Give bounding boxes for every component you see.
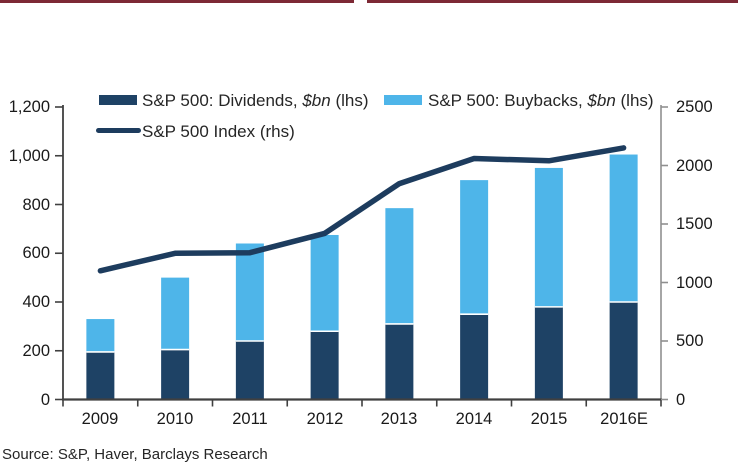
right-axis-tick-label: 1000 — [676, 274, 713, 292]
dividends-bar-2014 — [460, 314, 489, 400]
right-axis-tick-label: 1500 — [676, 215, 713, 233]
buybacks-bar-2011 — [235, 243, 264, 341]
buybacks-bar-2014 — [460, 180, 489, 315]
dividends-legend-text: S&P 500: Dividends, — [142, 91, 303, 110]
dividends-bar-2011 — [235, 341, 264, 400]
buybacks-legend-swatch — [384, 95, 422, 105]
dividends-bar-2016E — [609, 302, 638, 400]
figure-top-rule-right — [367, 0, 738, 3]
right-axis-tick-label: 2000 — [676, 157, 713, 175]
left-axis-tick-label: 1,000 — [8, 147, 50, 165]
buybacks-bar-2013 — [385, 208, 414, 324]
dividends-bar-2012 — [310, 331, 339, 400]
buybacks-bar-2015 — [534, 167, 563, 307]
x-axis-category-label: 2010 — [156, 410, 194, 428]
dividends-legend-swatch — [99, 95, 137, 105]
figure-top-rule-left — [0, 0, 354, 3]
left-axis-tick-label: 600 — [22, 244, 50, 262]
buybacks-bar-2009 — [86, 319, 115, 352]
index-legend-label: S&P 500 Index (rhs) — [142, 122, 295, 141]
dividends-bar-2009 — [86, 351, 115, 400]
x-axis-category-label: 2016E — [600, 410, 648, 428]
x-axis-category-label: 2012 — [306, 410, 344, 428]
left-axis-tick-label: 400 — [22, 293, 50, 311]
x-axis-category-label: 2014 — [455, 410, 493, 428]
dividends-legend-suffix: (lhs) — [330, 91, 369, 110]
right-axis-tick-label: 500 — [676, 332, 704, 350]
x-axis-category-label: 2009 — [81, 410, 119, 428]
buybacks-legend-text: S&P 500: Buybacks, — [428, 91, 588, 110]
buybacks-legend-unit: $bn — [587, 91, 616, 110]
right-axis-tick-label: 2500 — [676, 98, 713, 116]
left-axis-tick-label: 0 — [40, 391, 50, 409]
buybacks-bar-2016E — [609, 154, 638, 302]
x-axis-category-label: 2011 — [232, 410, 268, 428]
dividends-legend-label: S&P 500: Dividends, $bn (lhs) — [142, 90, 369, 111]
dividends-bar-2010 — [161, 349, 190, 400]
source-note: Source: S&P, Haver, Barclays Research — [2, 446, 268, 463]
buybacks-legend-suffix: (lhs) — [615, 91, 654, 110]
buybacks-bar-2010 — [161, 277, 190, 350]
left-axis-tick-label: 1,200 — [8, 98, 50, 116]
index-legend-swatch — [96, 128, 141, 133]
left-axis-tick-label: 800 — [22, 196, 50, 214]
x-axis-category-label: 2015 — [530, 410, 568, 428]
x-axis-category-label: 2013 — [380, 410, 418, 428]
left-axis-tick-label: 200 — [22, 342, 50, 360]
index-line — [97, 145, 627, 274]
dividends-bar-2013 — [385, 323, 414, 400]
buybacks-legend-label: S&P 500: Buybacks, $bn (lhs) — [428, 90, 654, 111]
dividends-legend-unit: $bn — [302, 91, 331, 110]
buybacks-bar-2012 — [310, 234, 339, 332]
dividends-bar-2015 — [534, 306, 563, 400]
right-axis-tick-label: 0 — [676, 391, 686, 409]
